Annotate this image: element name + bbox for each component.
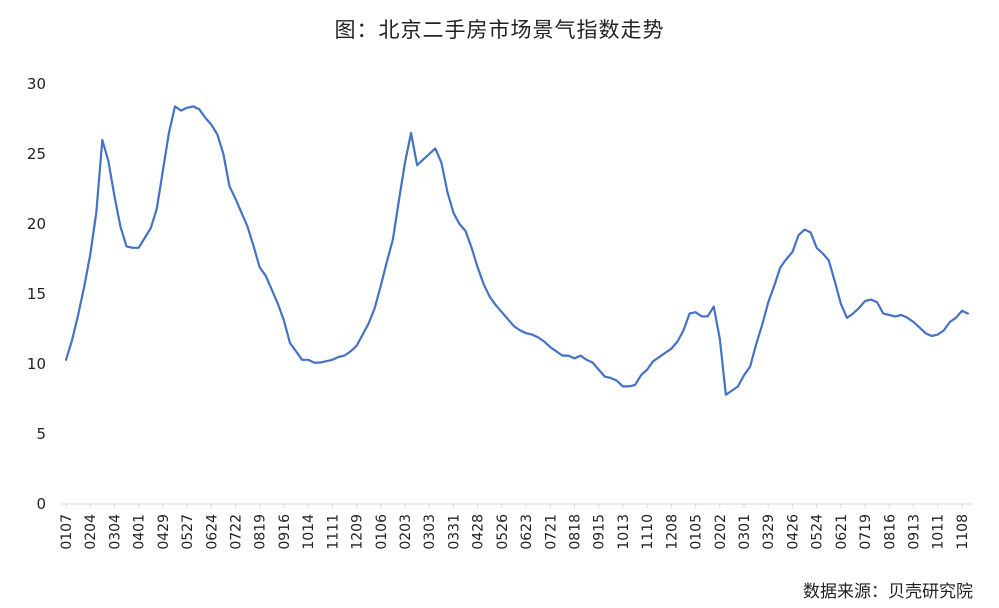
x-tick-label: 0329	[761, 514, 777, 550]
x-tick-label: 0304	[107, 514, 123, 550]
x-tick-label: 0107	[59, 514, 75, 550]
x-axis-ticks: 0107 0204 0304 0401 0429 0527 0624 0722 0819 0916…	[59, 504, 971, 550]
x-tick-label: 0301	[737, 514, 753, 550]
x-tick-label: 0204	[83, 514, 99, 550]
y-tick-label: 20	[27, 215, 46, 233]
x-tick-label: 1011	[931, 514, 947, 550]
x-tick-label: 0202	[713, 514, 729, 550]
x-tick-label: 0719	[858, 514, 874, 550]
x-tick-label: 1110	[640, 514, 656, 550]
x-tick-label: 0524	[810, 514, 826, 550]
x-tick-label: 0624	[204, 514, 220, 550]
x-tick-label: 1111	[325, 514, 341, 550]
y-tick-label: 0	[36, 495, 46, 513]
y-tick-label: 10	[27, 355, 46, 373]
x-tick-label: 0816	[882, 514, 898, 550]
x-tick-label: 0526	[495, 514, 511, 550]
y-tick-label: 5	[36, 425, 46, 443]
y-tick-label: 15	[27, 285, 46, 303]
x-tick-label: 0331	[446, 514, 462, 550]
x-tick-label: 1209	[350, 514, 366, 550]
x-tick-label: 1208	[664, 514, 680, 550]
x-tick-label: 0428	[471, 514, 487, 550]
x-tick-label: 0915	[592, 514, 608, 550]
x-tick-label: 0105	[689, 514, 705, 550]
x-tick-label: 0426	[785, 514, 801, 550]
x-tick-label: 1014	[301, 514, 317, 550]
x-tick-label: 1013	[616, 514, 632, 550]
x-tick-label: 0819	[253, 514, 269, 550]
x-tick-label: 0818	[568, 514, 584, 550]
x-tick-label: 0303	[422, 514, 438, 550]
x-tick-label: 0722	[229, 514, 245, 550]
y-tick-label: 25	[27, 145, 46, 163]
x-tick-label: 0203	[398, 514, 414, 550]
chart-title: 图：北京二手房市场景气指数走势	[334, 18, 665, 42]
x-tick-label: 0106	[374, 514, 390, 550]
series-line	[64, 105, 970, 396]
x-tick-label: 0621	[834, 514, 850, 550]
data-source-note: 数据来源：贝壳研究院	[803, 582, 973, 602]
y-tick-label: 30	[27, 75, 46, 93]
x-tick-label: 0623	[519, 514, 535, 550]
x-tick-label: 0916	[277, 514, 293, 550]
x-tick-label: 0429	[156, 514, 172, 550]
x-tick-label: 0401	[132, 514, 148, 550]
x-tick-label: 0913	[907, 514, 923, 550]
y-axis-ticks: 0 5 10 15 20 25 30	[27, 75, 46, 513]
x-tick-label: 0721	[543, 514, 559, 550]
x-tick-label: 0527	[180, 514, 196, 550]
x-tick-label: 1108	[955, 514, 971, 550]
